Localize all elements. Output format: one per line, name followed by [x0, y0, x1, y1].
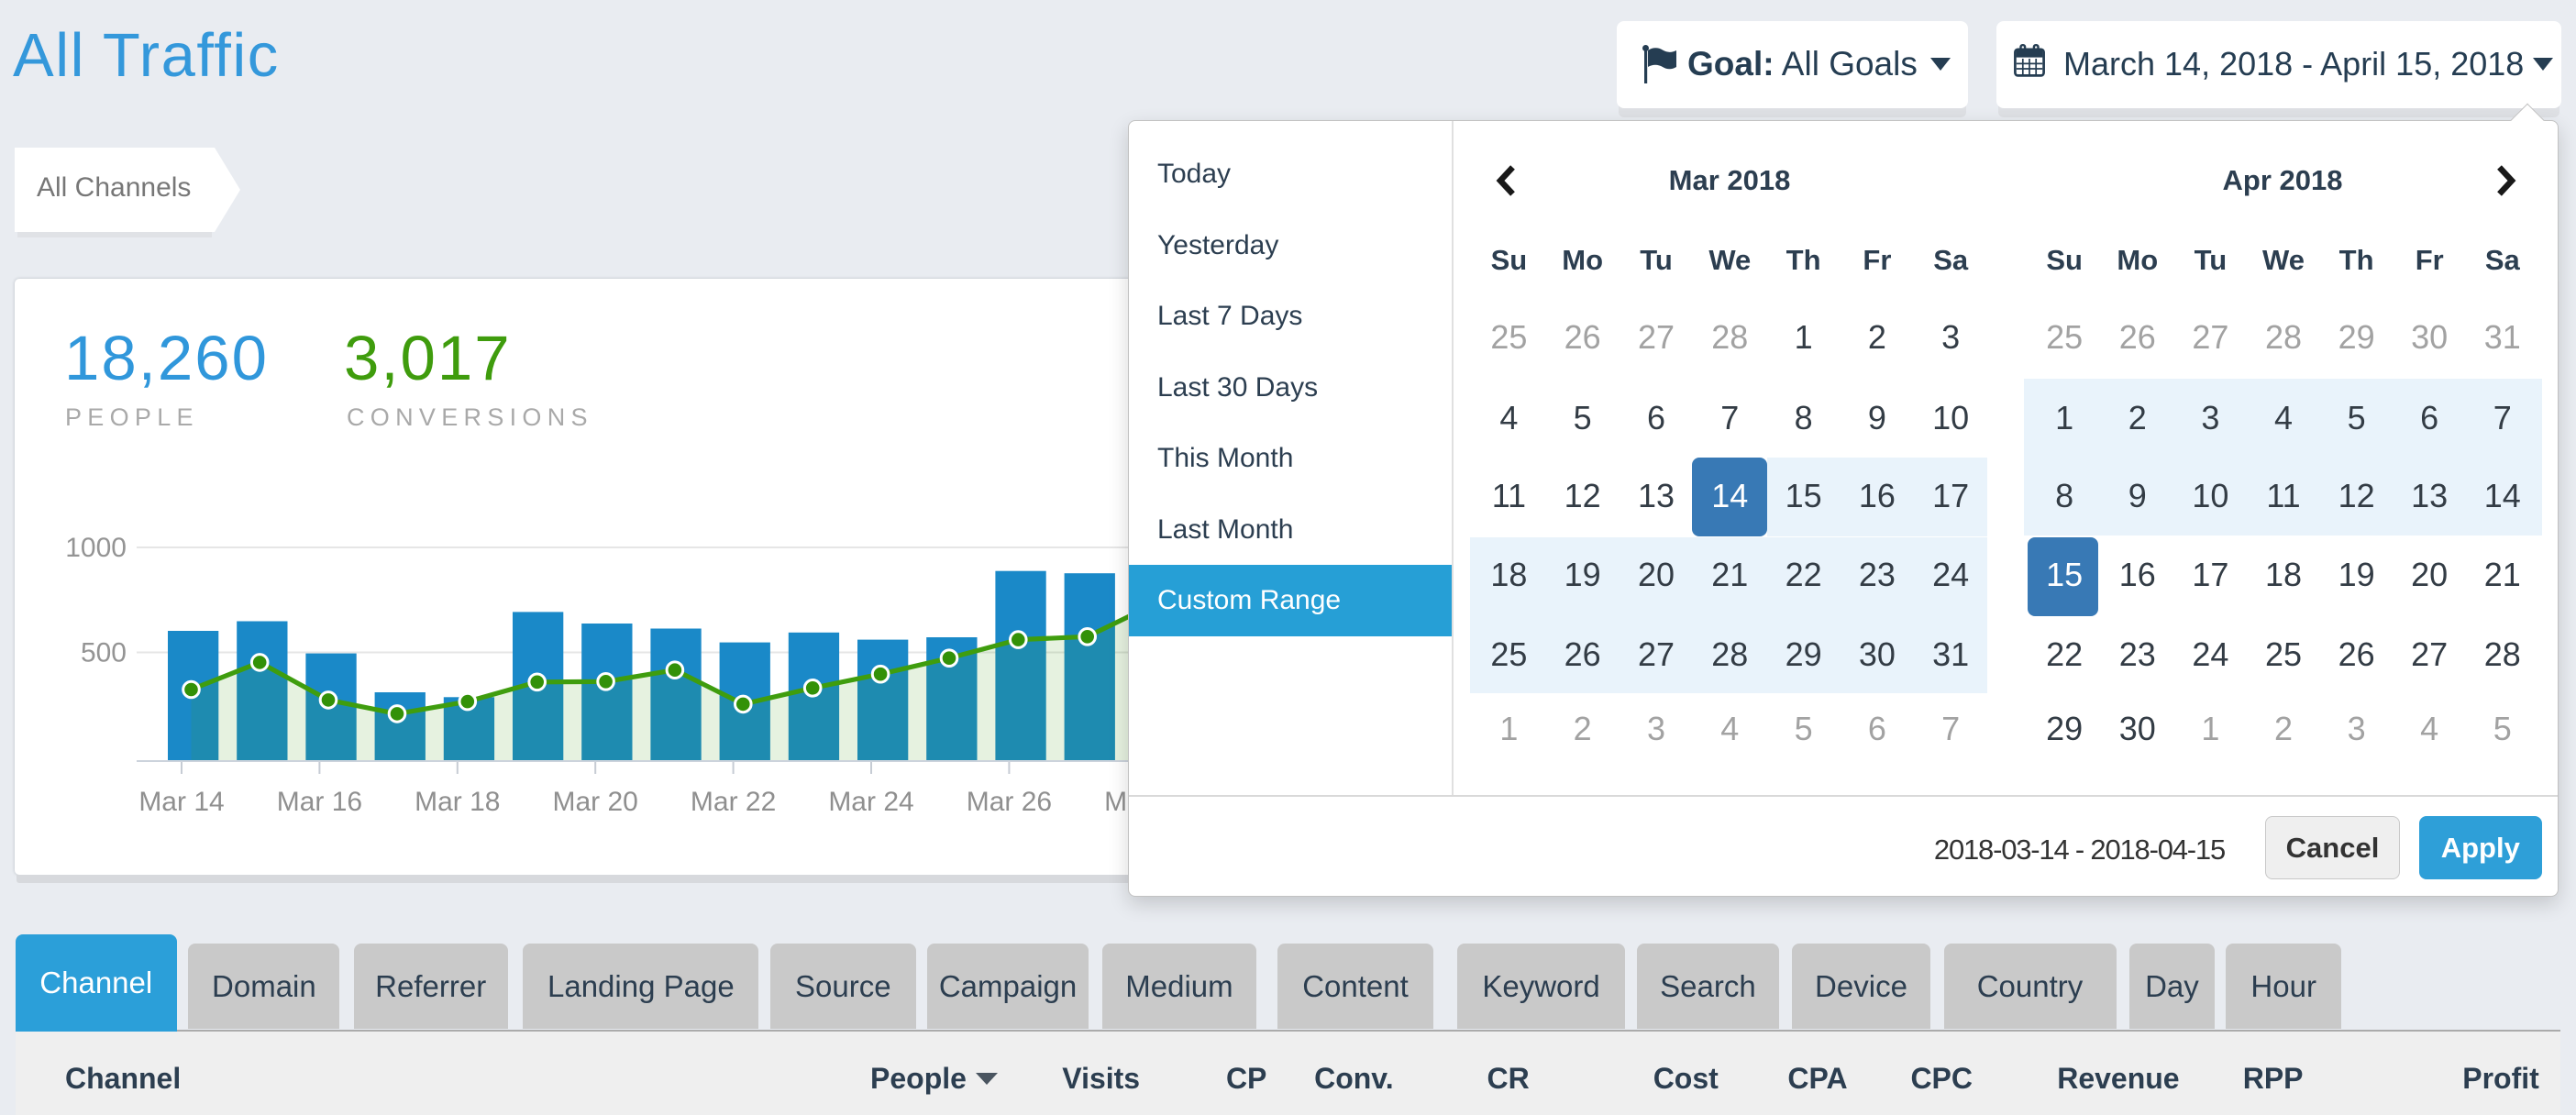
svg-text:Mar 22: Mar 22 [691, 787, 776, 817]
svg-text:Mar 26: Mar 26 [967, 787, 1052, 817]
svg-text:500: 500 [81, 638, 127, 668]
svg-text:Mar 14: Mar 14 [138, 787, 224, 817]
svg-text:1000: 1000 [65, 533, 127, 563]
svg-text:Mar 24: Mar 24 [828, 787, 913, 817]
svg-text:Mar 16: Mar 16 [277, 787, 362, 817]
svg-text:Mar 20: Mar 20 [553, 787, 638, 817]
svg-text:Mar 18: Mar 18 [415, 787, 500, 817]
